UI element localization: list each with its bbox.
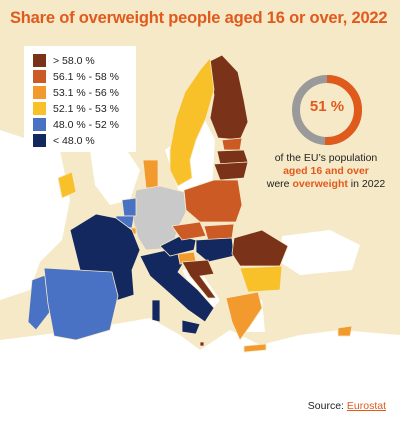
region-malta bbox=[199, 341, 205, 347]
region-sicily bbox=[181, 319, 201, 335]
region-croatia bbox=[181, 259, 217, 299]
region-hungary bbox=[195, 237, 235, 263]
region-sweden bbox=[169, 57, 215, 187]
region-lithuania bbox=[213, 161, 249, 181]
legend-label: < 48.0 % bbox=[53, 134, 95, 147]
region-czechia bbox=[171, 221, 207, 241]
legend-swatch bbox=[33, 102, 46, 115]
legend-item: 48.0 % - 52 % bbox=[33, 117, 119, 132]
legend-label: 53.1 % - 56 % bbox=[53, 86, 119, 99]
donut-chart bbox=[292, 75, 362, 145]
source-link[interactable]: Eurostat bbox=[346, 400, 386, 412]
legend: > 58.0 % 56.1 % - 58 % 53.1 % - 56 % 52.… bbox=[24, 46, 136, 152]
callout-line-3-pre: were bbox=[266, 178, 290, 190]
donut-value-label: 51 % bbox=[309, 98, 345, 115]
region-netherlands bbox=[121, 197, 137, 217]
region-denmark bbox=[142, 159, 159, 189]
legend-item: 52.1 % - 53 % bbox=[33, 101, 119, 116]
country-regions bbox=[27, 54, 353, 353]
legend-item: 56.1 % - 58 % bbox=[33, 69, 119, 84]
source-label: Source: bbox=[307, 400, 344, 412]
legend-swatch bbox=[33, 54, 46, 67]
region-greece bbox=[225, 291, 263, 341]
legend-item: > 58.0 % bbox=[33, 53, 95, 68]
callout-highlight: overweight bbox=[292, 178, 348, 190]
region-ireland bbox=[57, 171, 77, 199]
region-crete bbox=[243, 343, 267, 353]
region-romania bbox=[231, 229, 289, 267]
legend-label: > 58.0 % bbox=[53, 54, 95, 67]
region-bulgaria bbox=[239, 265, 283, 293]
legend-label: 52.1 % - 53 % bbox=[53, 102, 119, 115]
mediterranean-sea bbox=[0, 318, 400, 425]
legend-item: < 48.0 % bbox=[33, 133, 95, 148]
region-estonia bbox=[221, 137, 243, 151]
region-finland bbox=[207, 54, 249, 141]
legend-swatch bbox=[33, 86, 46, 99]
legend-label: 56.1 % - 58 % bbox=[53, 70, 119, 83]
region-austria bbox=[159, 235, 197, 257]
region-germany bbox=[131, 185, 187, 251]
callout-line-2: aged 16 and over bbox=[283, 165, 369, 177]
callout-line-3-post: in 2022 bbox=[350, 178, 386, 190]
callout-text: of the EU’s population aged 16 and over … bbox=[264, 152, 388, 191]
region-slovakia bbox=[203, 223, 235, 241]
region-spain bbox=[43, 267, 119, 341]
legend-swatch bbox=[33, 134, 46, 147]
source-note: Source: Eurostat bbox=[308, 400, 386, 412]
region-sardinia bbox=[151, 299, 161, 323]
legend-label: 48.0 % - 52 % bbox=[53, 118, 119, 131]
page-title: Share of overweight people aged 16 or ov… bbox=[10, 9, 388, 27]
black-sea bbox=[280, 230, 360, 275]
donut-value-arc bbox=[324, 75, 362, 145]
callout-line-1: of the EU’s population bbox=[274, 152, 378, 164]
callout-line-3: were overweight in 2022 bbox=[264, 178, 388, 191]
legend-item: 53.1 % - 56 % bbox=[33, 85, 119, 100]
legend-swatch bbox=[33, 70, 46, 83]
atlantic-sea bbox=[0, 130, 70, 300]
region-poland bbox=[183, 179, 243, 223]
region-cyprus bbox=[337, 325, 353, 337]
north-sea bbox=[90, 140, 140, 205]
legend-swatch bbox=[33, 118, 46, 131]
